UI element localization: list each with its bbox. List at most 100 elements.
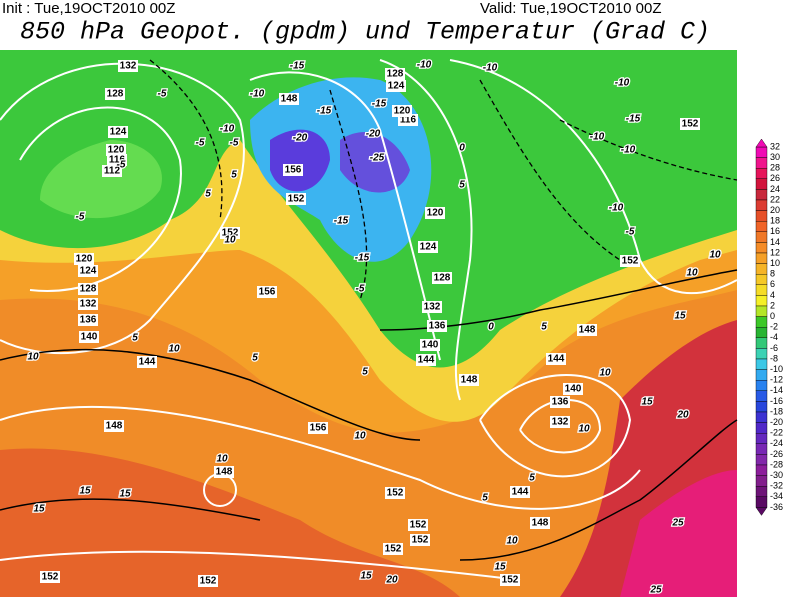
height-label: 140 — [565, 384, 582, 395]
colorbar-box — [755, 496, 768, 508]
label-box — [432, 272, 452, 284]
colorbar-box — [755, 390, 768, 402]
colorbar-label: 2 — [770, 300, 775, 310]
temperature-label: -15 — [290, 61, 305, 72]
label-box — [137, 356, 157, 368]
label-box — [422, 301, 442, 313]
temperature-label: 15 — [119, 489, 131, 500]
label-box — [40, 571, 60, 583]
colorbar-label: -32 — [770, 481, 783, 491]
colorbar-label: 32 — [770, 141, 780, 151]
colorbar-box — [755, 380, 768, 392]
height-label: 144 — [512, 487, 529, 498]
temperature-label: -5 — [196, 138, 205, 149]
temperature-label: 15 — [641, 397, 653, 408]
map-field — [0, 50, 738, 597]
height-label: 136 — [552, 397, 569, 408]
temperature-label: -5 — [356, 284, 365, 295]
colorbar-label: -22 — [770, 428, 783, 438]
label-box — [427, 320, 447, 332]
temperature-label: 5 — [529, 473, 535, 484]
colorbar-label: 6 — [770, 279, 775, 289]
colorbar-label: -20 — [770, 417, 783, 427]
temperature-label: 25 — [649, 585, 662, 596]
colorbar: 32302826242220181614121086420-2-4-6-8-10… — [755, 138, 783, 516]
height-label: 140 — [81, 332, 98, 343]
colorbar-box — [755, 422, 768, 434]
colorbar-label: 28 — [770, 163, 780, 173]
colorbar-box — [755, 358, 768, 370]
height-label: 144 — [139, 357, 156, 368]
colorbar-box — [755, 464, 768, 476]
colorbar-box — [755, 475, 768, 487]
label-box — [198, 575, 218, 587]
temperature-label: -10 — [220, 124, 235, 135]
label-box — [425, 207, 445, 219]
colorbar-label: 18 — [770, 216, 780, 226]
colorbar-box — [755, 220, 768, 232]
colorbar-label: -24 — [770, 438, 783, 448]
label-box — [420, 339, 440, 351]
height-label: 136 — [429, 321, 446, 332]
label-box — [680, 118, 700, 130]
height-label: 140 — [422, 340, 439, 351]
height-label: 132 — [80, 299, 97, 310]
colorbar-label: -30 — [770, 470, 783, 480]
height-label: 156 — [310, 423, 327, 434]
colorbar-box — [755, 178, 768, 190]
colorbar-box — [755, 263, 768, 275]
temperature-label: -15 — [355, 253, 370, 264]
colorbar-box — [755, 454, 768, 466]
temperature-label: 20 — [385, 575, 398, 586]
temperature-label: 15 — [674, 311, 686, 322]
label-box — [79, 331, 99, 343]
height-label: 152 — [200, 576, 217, 587]
colorbar-box — [755, 486, 768, 498]
colorbar-box — [755, 348, 768, 360]
temperature-label: 5 — [541, 322, 547, 333]
height-label: 156 — [285, 165, 302, 176]
temperature-label: -10 — [483, 63, 498, 74]
colorbar-box — [755, 337, 768, 349]
colorbar-label: 8 — [770, 269, 775, 279]
temperature-label: 5 — [362, 367, 368, 378]
colorbar-label: -34 — [770, 491, 783, 501]
colorbar-label: -36 — [770, 502, 783, 512]
temperature-label: 15 — [79, 486, 91, 497]
colorbar-box — [755, 305, 768, 317]
height-label: 152 — [385, 544, 402, 555]
label-box — [563, 383, 583, 395]
label-box — [577, 324, 597, 336]
colorbar-box — [755, 157, 768, 169]
temperature-label: 5 — [132, 333, 138, 344]
label-box — [107, 154, 127, 166]
height-label: 128 — [387, 69, 404, 80]
temperature-label: 5 — [252, 353, 258, 364]
label-box — [510, 486, 530, 498]
height-label: 120 — [108, 145, 125, 156]
label-box — [383, 543, 403, 555]
colorbar-label: -12 — [770, 375, 783, 385]
temperature-label: -5 — [230, 138, 239, 149]
label-box — [78, 298, 98, 310]
colorbar-box — [755, 199, 768, 211]
label-box — [257, 286, 277, 298]
colorbar-label: 16 — [770, 226, 780, 236]
height-label: 124 — [110, 127, 127, 138]
colorbar-label: 0 — [770, 311, 775, 321]
height-label: 156 — [259, 287, 276, 298]
temperature-label: 15 — [360, 571, 372, 582]
colorbar-label: -4 — [770, 332, 778, 342]
temperature-label: 10 — [224, 235, 236, 246]
height-label: 152 — [622, 256, 639, 267]
label-box — [286, 193, 306, 205]
temperature-label: 25 — [671, 518, 684, 529]
label-box — [78, 265, 98, 277]
height-label: 132 — [424, 302, 441, 313]
height-label: 136 — [80, 315, 97, 326]
label-box — [108, 126, 128, 138]
colorbar-label: 26 — [770, 173, 780, 183]
colorbar-box — [755, 252, 768, 264]
colorbar-label: -28 — [770, 459, 783, 469]
